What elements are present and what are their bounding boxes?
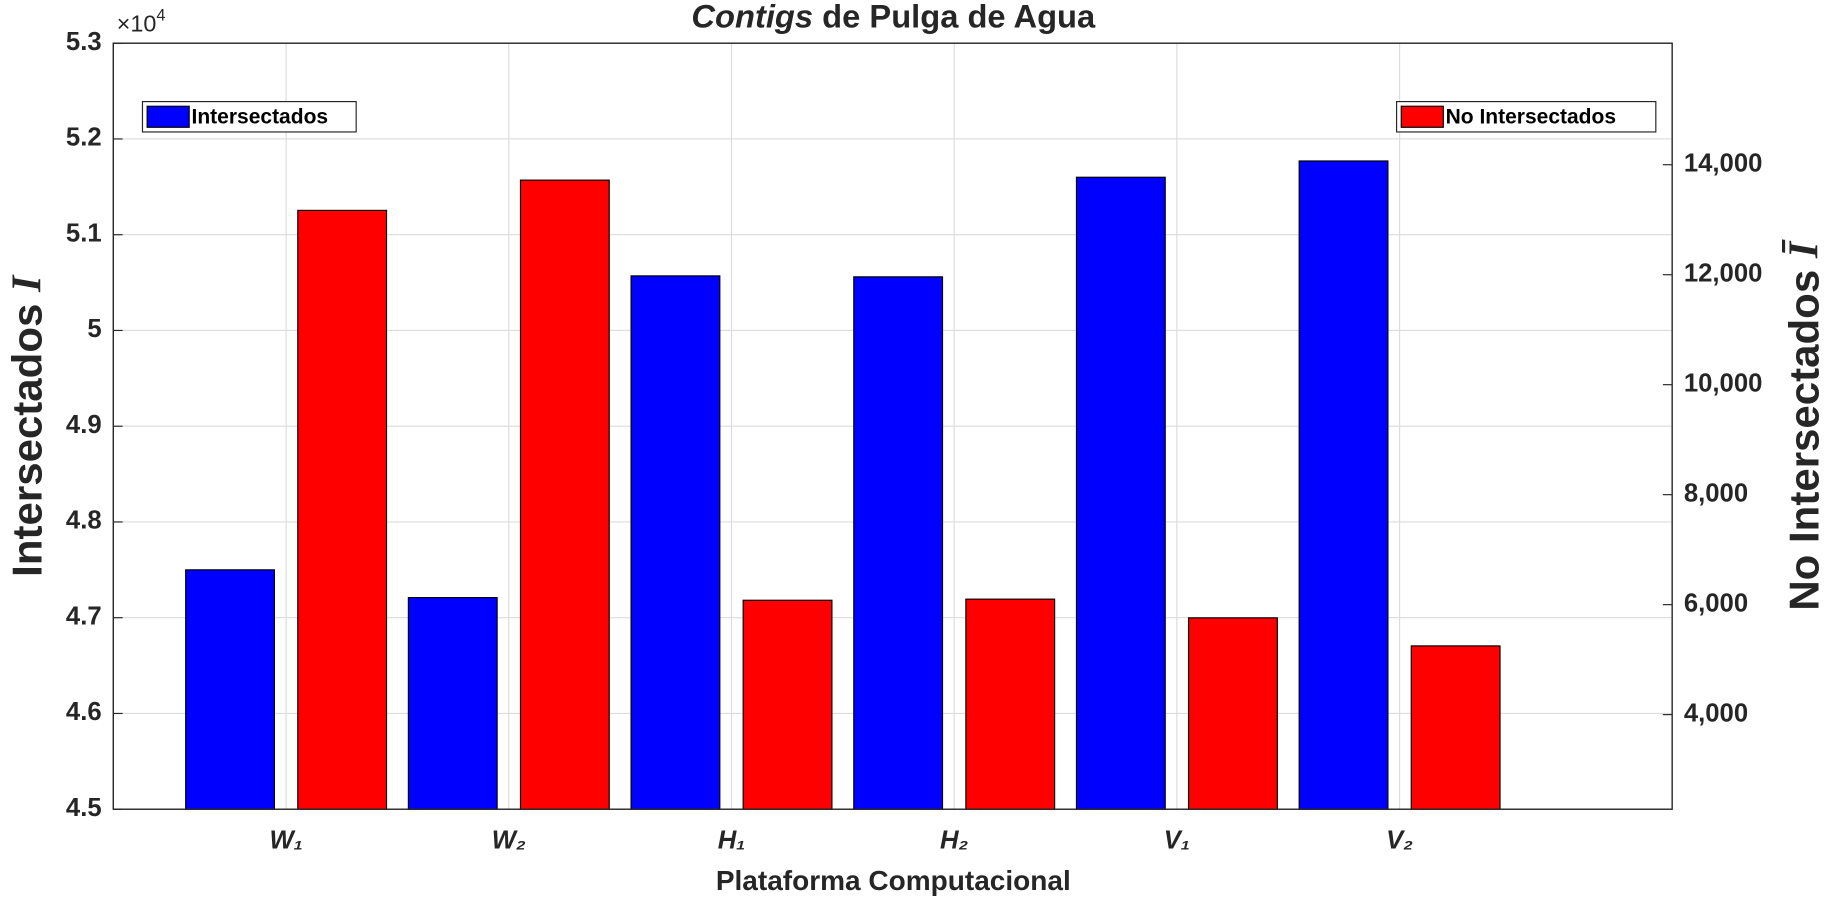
y-exponent: ×104 (117, 7, 166, 37)
y-exponent-base: ×10 (117, 11, 157, 37)
y-tick-label: 4.9 (66, 411, 102, 439)
bar (1298, 160, 1389, 810)
y2-axis-label: No Intersectados Ī (1781, 239, 1828, 611)
bar (965, 598, 1056, 810)
y2-tick-label: 6,000 (1684, 589, 1748, 617)
bar (742, 599, 833, 810)
y-label-text: Intersectados (3, 304, 50, 577)
y-label-symbol: I (4, 274, 50, 293)
y-tick-label: 4.7 (66, 602, 102, 630)
y-tick-label: 5.1 (66, 219, 102, 247)
y-tick-label: 5 (87, 315, 101, 343)
bar (1075, 176, 1166, 810)
legend-swatch (1400, 105, 1444, 128)
bar (1187, 617, 1278, 810)
x-tick-label: V₂ (1386, 827, 1413, 855)
legend-label: No Intersectados (1446, 105, 1616, 128)
chart-title: Contigs de Pulga de Agua (691, 0, 1096, 34)
y-axis-label: Intersectados I (3, 274, 50, 577)
y-tick-label: 5.2 (66, 124, 102, 152)
x-tick-label: H₁ (718, 827, 746, 855)
y-tick-label: 4.6 (66, 698, 102, 726)
x-axis-label: Plataforma Computacional (716, 865, 1071, 896)
bar (853, 276, 944, 810)
y2-label-symbol: Ī (1781, 239, 1827, 259)
y2-tick-label: 8,000 (1684, 479, 1748, 507)
title-emphasis: Contigs (691, 0, 813, 34)
bar (297, 209, 388, 810)
bar (630, 275, 721, 810)
legend-swatch (146, 105, 190, 128)
x-tick-label: H₂ (940, 827, 969, 855)
title-text: de Pulga de Agua (822, 0, 1096, 34)
y-tick-label: 5.3 (66, 28, 102, 56)
y2-label-text: No Intersectados (1781, 270, 1828, 611)
bar (407, 597, 498, 810)
y2-tick-label: 4,000 (1684, 699, 1748, 727)
y-tick-label: 4.8 (66, 507, 102, 535)
bar (519, 179, 610, 810)
x-tick-label: W₂ (492, 827, 526, 855)
y2-tick-label: 14,000 (1684, 150, 1763, 178)
x-tick-label: W₁ (269, 827, 302, 855)
y-exponent-power: 4 (156, 7, 165, 25)
x-tick-label: V₁ (1164, 827, 1190, 855)
legend-label: Intersectados (192, 105, 329, 128)
y-tick-label: 4.5 (66, 794, 102, 822)
bar (185, 569, 276, 810)
plot-frame (112, 42, 1673, 810)
bar (1410, 645, 1501, 810)
y2-tick-label: 10,000 (1684, 369, 1763, 397)
y2-tick-label: 12,000 (1684, 259, 1763, 287)
